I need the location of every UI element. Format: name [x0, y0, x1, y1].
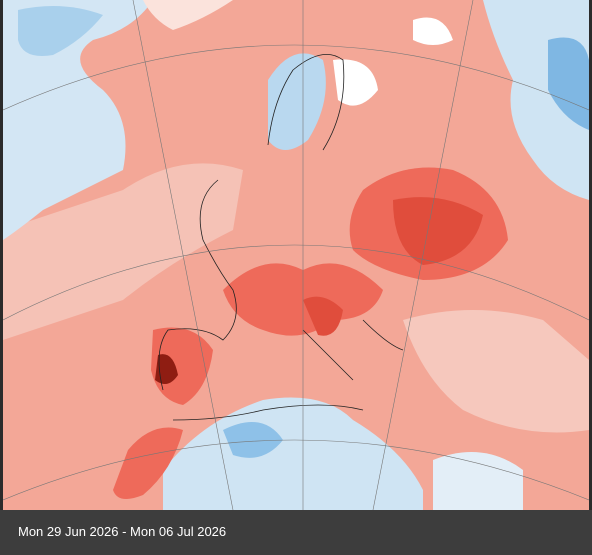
- anomaly-map: [3, 0, 589, 510]
- caption-bar: Mon 29 Jun 2026 - Mon 06 Jul 2026: [0, 510, 592, 555]
- date-range: Mon 29 Jun 2026 - Mon 06 Jul 2026: [18, 524, 227, 539]
- cold-anomaly: [268, 53, 326, 151]
- weak-anomaly: [403, 310, 589, 433]
- weak-anomaly: [3, 163, 243, 340]
- strong-warm-anomaly: [393, 197, 483, 265]
- cold-anomaly: [18, 6, 103, 56]
- neutral-zone: [413, 17, 453, 45]
- coastlines: [158, 53, 404, 421]
- warm-anomaly: [113, 427, 183, 499]
- neutral-zone: [333, 59, 378, 106]
- cold-anomaly: [223, 422, 283, 458]
- extreme-warm-anomaly: [155, 354, 178, 384]
- cold-anomaly: [433, 452, 523, 510]
- cold-anomaly: [3, 0, 153, 240]
- strong-warm-anomaly: [303, 296, 343, 336]
- graticule: [3, 0, 589, 510]
- cold-anomaly: [548, 37, 589, 130]
- cold-anomaly: [163, 397, 423, 510]
- neutral-zone: [143, 0, 233, 30]
- warm-anomaly: [151, 327, 213, 405]
